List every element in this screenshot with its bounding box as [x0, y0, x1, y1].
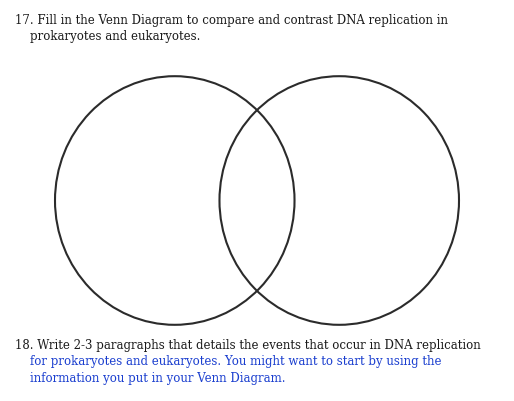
Text: prokaryotes and eukaryotes.: prokaryotes and eukaryotes. — [15, 30, 201, 43]
Text: 18. Write 2-3 paragraphs that details the events that occur in DNA replication: 18. Write 2-3 paragraphs that details th… — [15, 339, 481, 352]
Text: 17. Fill in the Venn Diagram to compare and contrast DNA replication in: 17. Fill in the Venn Diagram to compare … — [15, 14, 448, 27]
Text: information you put in your Venn Diagram.: information you put in your Venn Diagram… — [15, 372, 286, 385]
Text: for prokaryotes and eukaryotes. You might want to start by using the: for prokaryotes and eukaryotes. You migh… — [15, 355, 442, 368]
